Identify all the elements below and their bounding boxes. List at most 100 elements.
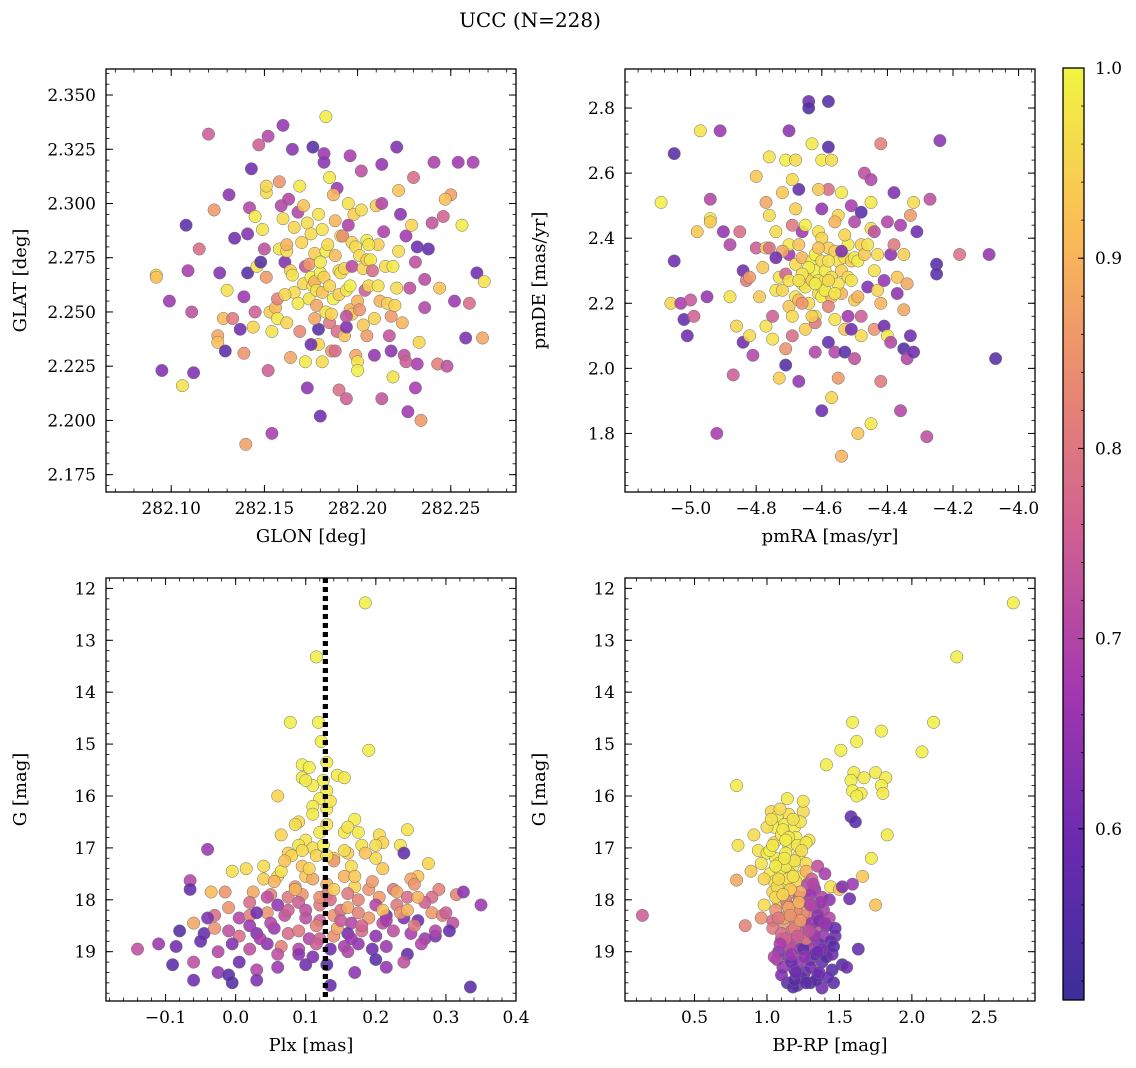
data-point (155, 364, 169, 377)
data-point (851, 426, 865, 440)
data-point (730, 319, 743, 333)
scatter-points (149, 110, 491, 451)
data-point (654, 195, 668, 209)
data-point (225, 864, 239, 878)
panel-top-left: 282.10 282.15 282.20 282.25 2.175 2.200 2.225 2… (10, 68, 517, 547)
data-point (812, 182, 825, 196)
data-point (894, 218, 907, 232)
data-point (757, 872, 771, 886)
data-point (246, 320, 260, 334)
data-point (351, 893, 365, 907)
data-point (208, 921, 222, 935)
data-point (360, 329, 374, 343)
colorbar-gradient (1062, 67, 1085, 1001)
data-point (789, 153, 803, 167)
x-tick-label: 0.3 (432, 1008, 459, 1028)
data-point (218, 344, 232, 358)
data-point (779, 833, 793, 847)
data-point (811, 945, 825, 959)
data-point (828, 215, 842, 229)
data-point (772, 872, 786, 886)
data-point (351, 906, 365, 920)
y-tick-label: 2.175 (47, 466, 96, 486)
data-point (362, 238, 376, 252)
y-tick-label: 17 (74, 839, 96, 859)
data-point (237, 346, 251, 360)
data-point (802, 924, 816, 938)
data-point (713, 124, 727, 138)
data-point (211, 335, 225, 349)
data-point (395, 316, 409, 330)
data-point (309, 919, 323, 933)
data-point (907, 195, 921, 209)
data-point (284, 351, 297, 364)
data-point (867, 225, 881, 239)
colorbar-tick-label: 1.0 (1095, 59, 1122, 79)
data-point (789, 202, 803, 216)
data-point (786, 869, 800, 883)
data-point (785, 173, 799, 187)
data-point (851, 942, 865, 956)
data-point (900, 277, 914, 291)
data-point (743, 329, 757, 343)
data-point (733, 225, 747, 239)
data-point (412, 335, 426, 349)
data-point (386, 259, 400, 273)
x-tick-label: 0.0 (222, 1008, 249, 1028)
data-point (716, 225, 730, 239)
data-point (248, 305, 262, 319)
data-point (239, 437, 253, 451)
data-point (989, 352, 1003, 366)
data-point (369, 851, 383, 865)
data-point (304, 227, 318, 241)
data-point (192, 242, 206, 256)
panel-top-right: −5.0 −4.8 −4.6 −4.4 −4.2 −4.0 1.8 2.0 2.2 2.4 2.6 2… (529, 68, 1039, 547)
data-point (869, 766, 883, 780)
data-point (773, 802, 787, 816)
data-point (894, 404, 907, 418)
data-point (202, 127, 215, 141)
data-point (710, 426, 724, 440)
axes-frame (624, 68, 1036, 493)
data-point (456, 885, 470, 899)
data-point (264, 916, 278, 930)
data-point (408, 255, 422, 269)
data-point (846, 715, 859, 729)
data-point (397, 846, 411, 860)
data-point (351, 364, 365, 377)
data-point (354, 203, 368, 217)
y-tick-label: 15 (74, 735, 96, 755)
data-point (341, 218, 355, 232)
data-point (397, 955, 411, 969)
data-point (821, 140, 835, 154)
data-point (466, 155, 480, 169)
data-point (321, 238, 335, 252)
data-point (764, 812, 778, 826)
scatter-points (635, 596, 1020, 995)
data-point (169, 940, 183, 953)
data-point (854, 205, 868, 219)
data-point (930, 267, 944, 281)
data-point (300, 381, 314, 395)
y-tick-label: 2.4 (588, 229, 615, 249)
data-point (315, 223, 329, 236)
y-tick-label: 17 (593, 839, 615, 859)
data-point (274, 828, 288, 842)
data-point (293, 179, 307, 193)
data-point (328, 214, 342, 228)
data-point (313, 255, 327, 269)
y-tick-label: 2.200 (47, 411, 96, 431)
data-point (844, 199, 858, 213)
data-point (280, 238, 294, 252)
data-point (400, 903, 414, 917)
data-point (821, 971, 835, 985)
data-point (753, 290, 766, 304)
data-point (828, 313, 842, 326)
data-point (386, 924, 400, 938)
data-point (777, 851, 791, 865)
data-point (920, 430, 934, 444)
data-point (222, 968, 236, 982)
data-point (754, 911, 768, 925)
data-point (377, 225, 391, 239)
data-point (821, 300, 835, 313)
